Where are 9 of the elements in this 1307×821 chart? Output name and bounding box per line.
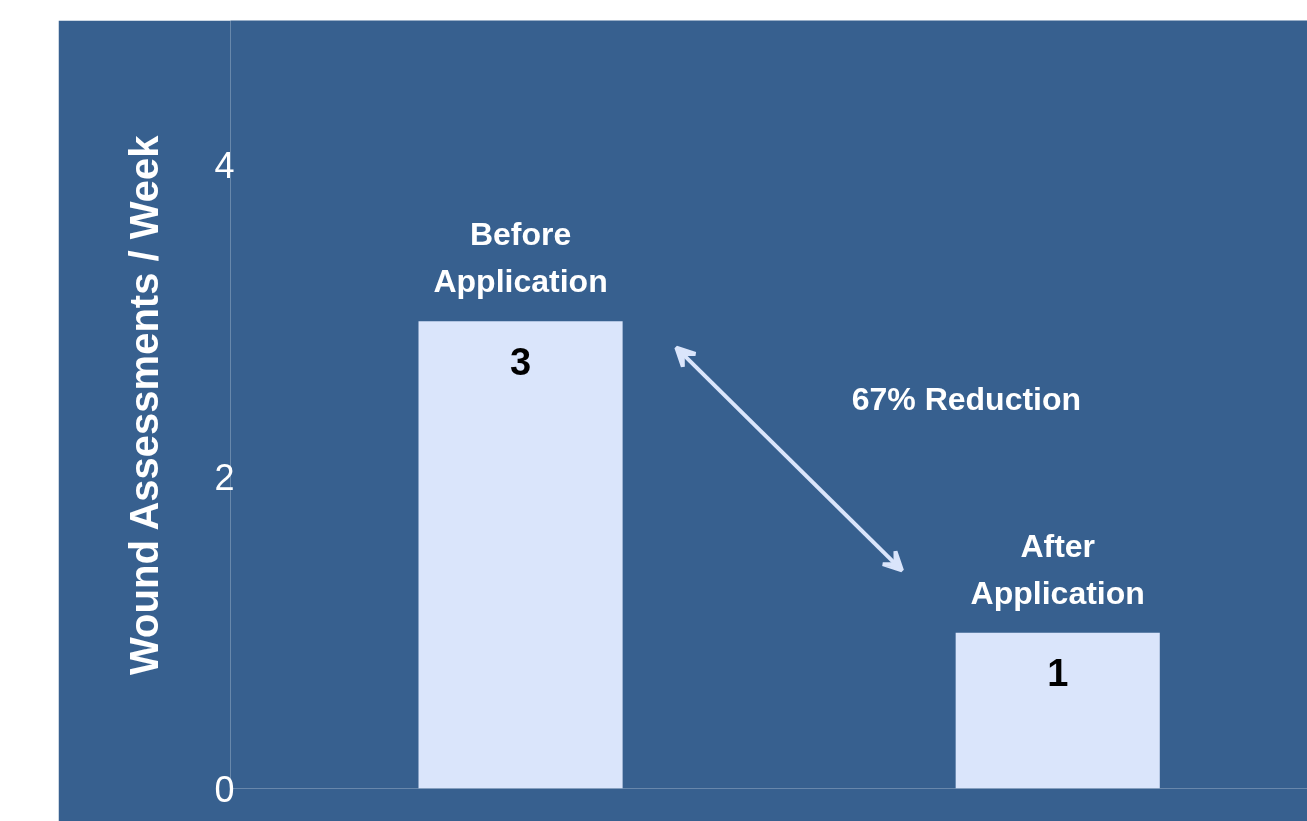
- y-tick-label: 2: [214, 456, 235, 498]
- y-tick-label: 4: [214, 145, 235, 187]
- annotation: 67% Reduction: [851, 381, 1082, 418]
- data-label: 1: [1047, 652, 1069, 695]
- y-tick-label: 0: [214, 768, 235, 810]
- data-label: 3: [510, 340, 532, 383]
- x-tick-label: Before Application: [433, 216, 608, 300]
- x-tick-label: After Application: [970, 527, 1145, 611]
- y-axis-title: Wound Assessments / Week: [122, 134, 167, 675]
